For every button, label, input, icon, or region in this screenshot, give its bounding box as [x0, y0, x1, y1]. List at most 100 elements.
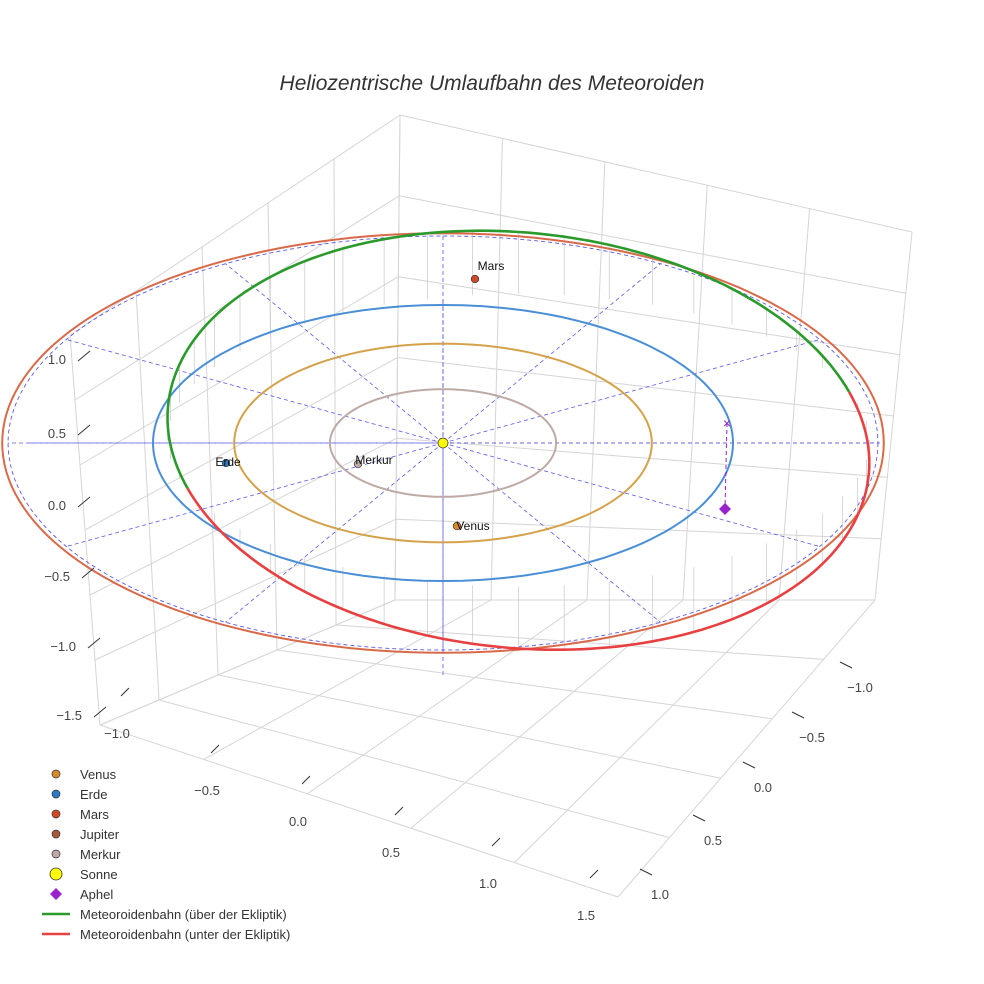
x-tick-mark: [491, 837, 501, 847]
legend-symbol: [38, 844, 74, 864]
legend-label: Jupiter: [80, 826, 120, 842]
legend-symbol: [38, 804, 74, 824]
x-tick-label: 1.5: [577, 908, 595, 923]
legend-item[interactable]: Meteoroidenbahn (unter der Ekliptik): [38, 924, 290, 944]
grid-line: [306, 599, 588, 795]
z-tick-mark: [77, 350, 91, 362]
axis-grid: [69, 114, 913, 898]
aphelion-drop: [724, 422, 728, 510]
y-tick-label: −0.5: [799, 730, 825, 745]
ecliptic-spoke: [442, 339, 820, 444]
x-tick-mark: [210, 744, 220, 754]
ecliptic-reference: [7, 235, 880, 675]
meteoroid-orbit-above: [166, 229, 851, 490]
y-tick-mark: [839, 661, 853, 669]
planet-label-venus: Venus: [456, 519, 489, 533]
x-tick-mark: [394, 806, 404, 816]
grid-line: [617, 599, 876, 898]
legend-symbol: [38, 764, 74, 784]
meteoroid-orbit-below: [186, 462, 871, 652]
axis-ticks: 1.0 0.5 0.0 −0.5 −1.0 −1.5 −1.0 −0.5 0.0 0.5 1.0 1.…: [44, 350, 873, 923]
x-tick-label: −1.0: [104, 726, 130, 741]
z-tick-label: 0.5: [48, 426, 66, 441]
legend-item[interactable]: Meteoroidenbahn (über der Ekliptik): [38, 904, 290, 924]
drop-lines: [167, 230, 870, 650]
legend-item[interactable]: Mars: [38, 804, 290, 824]
planet-mars: [470, 274, 480, 284]
grid-line: [74, 195, 906, 401]
y-tick-mark: [639, 868, 653, 876]
legend-item[interactable]: Erde: [38, 784, 290, 804]
grid-line: [410, 599, 684, 829]
y-tick-label: 1.0: [651, 887, 669, 902]
legend-label: Aphel: [80, 886, 114, 902]
grid-line: [514, 599, 780, 863]
z-tick-mark: [87, 637, 101, 649]
legend-symbol: [38, 824, 74, 844]
planet-label-merkur: Merkur: [355, 453, 392, 467]
legend-symbol: [38, 924, 74, 944]
z-tick-label: 0.0: [48, 498, 66, 513]
legend-item[interactable]: Sonne: [38, 864, 290, 884]
ecliptic-spoke: [66, 442, 444, 547]
z-tick-mark: [81, 567, 95, 579]
grid-line: [158, 699, 670, 839]
grid-line: [69, 114, 913, 336]
y-tick-mark: [791, 711, 805, 719]
x-tick-label: −0.5: [194, 783, 220, 798]
z-tick-mark: [77, 496, 91, 508]
aphelion-marker: [719, 503, 731, 515]
grid-line: [276, 649, 773, 720]
legend-symbol: [38, 884, 74, 904]
x-tick-label: 0.0: [289, 814, 307, 829]
z-tick-label: −1.5: [56, 708, 82, 723]
ecliptic-spoke: [225, 263, 444, 444]
grid-line: [89, 437, 888, 596]
y-tick-label: 0.5: [704, 833, 722, 848]
legend-label: Meteoroidenbahn (über der Ekliptik): [80, 906, 287, 922]
ecliptic-spoke: [442, 263, 661, 444]
ecliptic-spoke: [442, 442, 661, 623]
x-tick-mark: [301, 775, 311, 785]
grid-line: [84, 356, 894, 531]
legend-item[interactable]: Aphel: [38, 884, 290, 904]
legend-label: Meteoroidenbahn (unter der Ekliptik): [80, 926, 291, 942]
legend-symbol: [38, 904, 74, 924]
planet-merkur: [353, 459, 363, 469]
x-tick-mark: [589, 869, 599, 879]
meteoroid-orbit-below: [848, 391, 871, 463]
x-tick-label: 1.0: [479, 876, 497, 891]
grid-line: [203, 599, 492, 760]
legend-label: Sonne: [80, 866, 118, 882]
legend-symbol: [38, 864, 74, 884]
grid-line: [217, 674, 721, 779]
planet-sonne: [437, 437, 449, 449]
ecliptic-spoke: [442, 442, 820, 547]
grid-line: [79, 276, 900, 466]
planet-markers: × Venus Erde Mars Merkur: [215, 259, 731, 533]
grid-line: [99, 599, 396, 726]
legend-item[interactable]: Jupiter: [38, 824, 290, 844]
legend-symbol: [38, 784, 74, 804]
grid-line: [99, 724, 619, 898]
y-tick-label: −1.0: [847, 680, 873, 695]
legend-item[interactable]: Merkur: [38, 844, 290, 864]
planet-label-mars: Mars: [478, 259, 505, 273]
y-tick-mark: [742, 761, 756, 769]
x-tick-mark: [120, 687, 130, 697]
planet-venus: [452, 521, 462, 531]
legend-label: Mars: [80, 806, 109, 822]
y-tick-mark: [692, 814, 706, 822]
orbit-erde: [151, 303, 734, 583]
legend-item[interactable]: Venus: [38, 764, 290, 784]
legend-label: Erde: [80, 786, 108, 802]
ecliptic-ring: [7, 235, 879, 651]
aphelion-projection-marker: ×: [723, 415, 731, 431]
planet-erde: [221, 458, 231, 468]
z-tick-mark: [93, 706, 107, 718]
ecliptic-spoke: [66, 339, 444, 444]
orbit-merkur: [328, 388, 558, 498]
chart-title: Heliozentrische Umlaufbahn des Meteoroid…: [279, 72, 705, 95]
y-tick-label: 0.0: [754, 780, 772, 795]
